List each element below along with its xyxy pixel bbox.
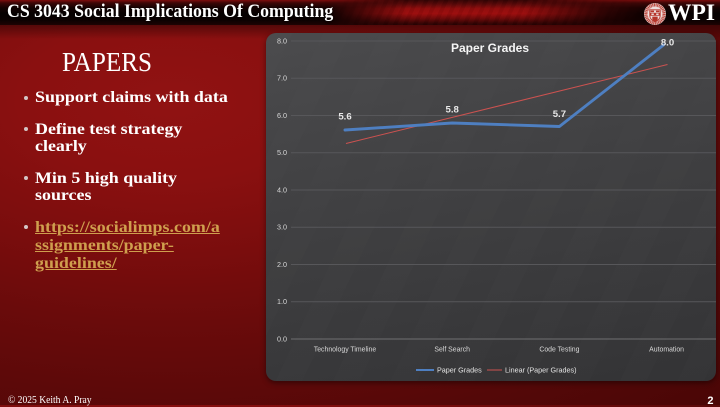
svg-text:Automation: Automation: [649, 347, 684, 354]
svg-text:Code Testing: Code Testing: [539, 347, 579, 354]
svg-text:Linear (Paper Grades): Linear (Paper Grades): [505, 366, 577, 375]
svg-text:5.8: 5.8: [446, 105, 460, 116]
svg-text:8.0: 8.0: [661, 38, 674, 49]
svg-text:2.0: 2.0: [277, 260, 287, 269]
svg-text:Self Search: Self Search: [434, 347, 470, 354]
svg-text:1.0: 1.0: [277, 297, 287, 306]
svg-text:0.0: 0.0: [277, 334, 287, 343]
svg-text:8.0: 8.0: [277, 36, 287, 45]
svg-text:7.0: 7.0: [277, 74, 287, 83]
svg-text:Paper Grades: Paper Grades: [437, 366, 482, 375]
svg-text:4.0: 4.0: [277, 185, 287, 194]
svg-text:5.7: 5.7: [553, 109, 566, 120]
svg-text:Paper Grades: Paper Grades: [451, 41, 529, 55]
svg-text:3.0: 3.0: [277, 223, 287, 232]
svg-text:6.0: 6.0: [277, 111, 287, 120]
svg-text:Technology Timeline: Technology Timeline: [314, 347, 377, 354]
svg-text:5.0: 5.0: [277, 148, 287, 157]
svg-text:5.6: 5.6: [338, 112, 351, 123]
